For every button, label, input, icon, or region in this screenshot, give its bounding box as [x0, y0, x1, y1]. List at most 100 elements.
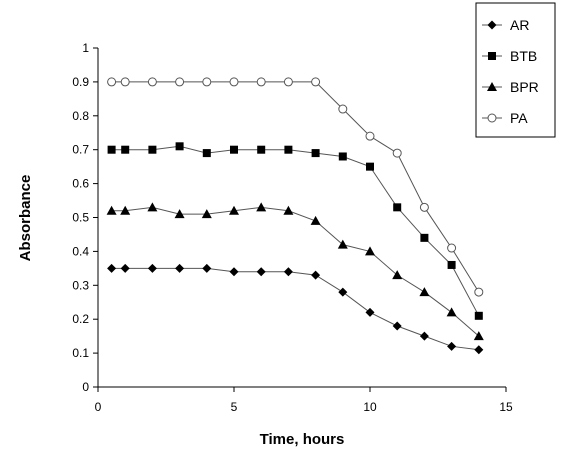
y-tick-label: 0	[82, 380, 89, 394]
data-point-pa	[175, 77, 185, 87]
data-point-ar	[474, 345, 484, 355]
data-point-btb	[393, 203, 402, 212]
data-point-pa	[365, 131, 375, 141]
data-point-pa	[338, 104, 348, 114]
data-point-btb	[311, 149, 320, 158]
data-point-ar	[392, 321, 402, 331]
y-tick-label: 0.3	[72, 278, 89, 292]
data-point-pa	[229, 77, 239, 87]
data-point-btb	[107, 145, 116, 154]
legend-marker-ar	[487, 20, 497, 30]
data-point-btb	[148, 145, 157, 154]
data-point-bpr	[256, 202, 267, 212]
data-point-bpr	[446, 307, 457, 317]
data-point-pa	[256, 77, 266, 87]
data-point-pa	[202, 77, 212, 87]
x-tick-label: 0	[95, 400, 102, 414]
y-tick-label: 0.8	[72, 109, 89, 123]
tick-labels: 00.10.20.30.40.50.60.70.80.910 5 10 15	[72, 41, 513, 414]
data-point-ar	[175, 263, 185, 273]
data-point-bpr	[201, 209, 212, 219]
legend-marker-btb	[488, 52, 496, 60]
data-point-pa	[447, 243, 457, 253]
data-point-pa	[474, 287, 484, 297]
data-point-bpr	[106, 205, 117, 215]
data-point-ar	[202, 263, 212, 273]
x-axis-title: Time, hours	[260, 431, 345, 448]
y-tick-label: 0.9	[72, 75, 89, 89]
data-point-btb	[257, 145, 266, 154]
data-point-ar	[120, 263, 130, 273]
y-tick-label: 0.6	[72, 177, 89, 191]
series-line-bpr	[111, 206, 480, 337]
series-pa	[107, 77, 484, 297]
data-point-ar	[107, 263, 117, 273]
data-point-btb	[202, 149, 211, 158]
data-point-pa	[311, 77, 321, 87]
legend-label-btb: BTB	[510, 48, 537, 64]
data-point-ar	[338, 287, 348, 297]
legend-marker-bpr	[487, 82, 497, 91]
data-point-bpr	[473, 331, 484, 341]
legend: AR BTB BPR PA	[475, 2, 556, 138]
series-btb	[107, 142, 483, 320]
data-point-btb	[230, 145, 238, 154]
legend-item-btb: BTB	[482, 48, 537, 64]
y-tick-label: 0.7	[72, 143, 89, 157]
data-point-pa	[107, 77, 117, 87]
data-point-btb	[447, 260, 456, 269]
legend-label-pa: PA	[510, 110, 528, 126]
data-point-ar	[229, 267, 239, 277]
data-point-ar	[447, 341, 457, 351]
data-point-pa	[147, 77, 157, 87]
data-point-ar	[419, 331, 429, 341]
data-point-btb	[420, 233, 429, 242]
data-point-bpr	[147, 202, 158, 212]
data-point-bpr	[283, 205, 294, 215]
data-point-pa	[283, 77, 293, 87]
y-tick-label: 0.1	[72, 346, 89, 360]
data-point-pa	[392, 148, 402, 158]
x-tick-label: 10	[363, 400, 377, 414]
data-point-ar	[365, 307, 375, 317]
data-point-bpr	[392, 270, 403, 280]
data-point-ar	[311, 270, 321, 280]
y-tick-label: 0.5	[72, 211, 89, 225]
legend-marker-pa	[487, 113, 497, 123]
data-point-bpr	[337, 239, 348, 249]
legend-label-bpr: BPR	[510, 79, 539, 95]
plot-area	[106, 77, 484, 355]
x-tick-label: 5	[231, 400, 238, 414]
data-point-ar	[147, 263, 157, 273]
data-point-bpr	[310, 215, 321, 225]
data-point-btb	[284, 145, 293, 154]
data-point-btb	[338, 152, 347, 161]
legend-item-pa: PA	[482, 110, 528, 126]
legend-item-ar: AR	[482, 17, 529, 33]
data-point-pa	[120, 77, 130, 87]
data-point-bpr	[365, 246, 375, 256]
series-ar	[107, 263, 484, 355]
x-tick-label: 15	[499, 400, 513, 414]
series-line-pa	[111, 81, 480, 293]
data-point-bpr	[419, 287, 430, 297]
y-axis-title: Absorbance	[17, 175, 34, 262]
legend-item-bpr: BPR	[482, 79, 539, 95]
axes	[93, 47, 507, 392]
data-point-bpr	[120, 205, 131, 215]
data-point-btb	[366, 162, 374, 171]
data-point-btb	[175, 142, 184, 151]
data-point-btb	[474, 311, 483, 320]
data-point-pa	[419, 202, 429, 212]
y-tick-label: 0.4	[72, 244, 89, 258]
y-tick-label: 0.2	[72, 312, 89, 326]
data-point-bpr	[229, 205, 239, 215]
data-point-bpr	[174, 209, 185, 219]
series-bpr	[106, 202, 484, 341]
y-tick-label: 1	[82, 41, 89, 55]
data-point-btb	[121, 145, 130, 154]
data-point-ar	[283, 267, 293, 277]
data-point-ar	[256, 267, 266, 277]
legend-label-ar: AR	[510, 17, 529, 33]
